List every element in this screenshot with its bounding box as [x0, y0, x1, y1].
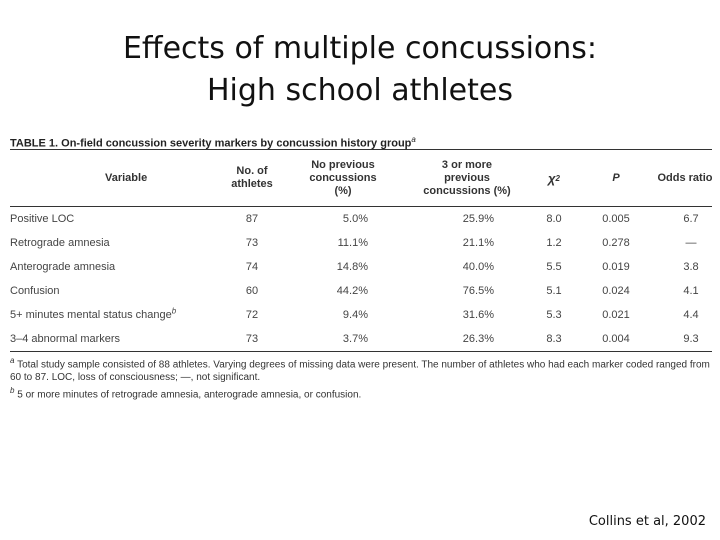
cell-no-previous: 11.1% [337, 237, 368, 249]
header-p-value: P [612, 171, 620, 184]
cell-no-previous: 5.0% [342, 213, 368, 225]
cell-variable-text: Confusion [10, 285, 60, 297]
slide-title: Effects of multiple concussions: High sc… [0, 28, 720, 112]
concussion-table: TABLE 1. On-field concussion severity ma… [10, 131, 713, 402]
cell-p-value: 0.019 [602, 261, 630, 273]
header-athletes: No. of athletes [231, 165, 273, 190]
cell-variable: 3–4 abnormal markers [10, 327, 120, 351]
cell-variable: Confusion [10, 279, 60, 303]
table-caption-note: a [411, 135, 416, 144]
cell-odds-ratio: — [685, 237, 697, 249]
cell-variable: Positive LOC [10, 207, 74, 231]
cell-p-value: 0.004 [602, 333, 630, 345]
cell-three-or-more: 21.1% [462, 237, 494, 249]
table-row: 5+ minutes mental status changeb 72 9.4%… [10, 303, 712, 327]
table-row: Confusion 60 44.2% 76.5% 5.1 0.024 4.1 [10, 279, 712, 303]
cell-odds-ratio: 3.8 [683, 261, 699, 273]
cell-three-or-more: 25.9% [462, 213, 494, 225]
header-variable: Variable [105, 171, 148, 184]
cell-no-previous: 44.2% [336, 285, 368, 297]
table-caption-text: TABLE 1. On-field concussion severity ma… [10, 137, 412, 150]
cell-three-or-more: 76.5% [462, 285, 494, 297]
cell-variable: Anterograde amnesia [10, 255, 115, 279]
table-footnotes: a Total study sample consisted of 88 ath… [10, 352, 712, 402]
table-row: Anterograde amnesia 74 14.8% 40.0% 5.5 0… [10, 255, 712, 279]
header-three-or-more: 3 or more previous concussions (%) [423, 158, 511, 197]
cell-p-value: 0.024 [602, 285, 630, 297]
slide-title-line-2: High school athletes [206, 73, 513, 108]
cell-variable-text: Retrograde amnesia [10, 237, 110, 249]
table-header: Variable No. of athletes No previous con… [10, 150, 713, 207]
cell-athletes: 87 [245, 213, 259, 225]
cell-variable: Retrograde amnesia [10, 231, 110, 255]
table-row: Positive LOC 87 5.0% 25.9% 8.0 0.005 6.7 [10, 207, 712, 231]
footnote-a-text: Total study sample consisted of 88 athle… [10, 359, 710, 384]
table-body: Positive LOC 87 5.0% 25.9% 8.0 0.005 6.7… [10, 207, 712, 352]
cell-chi-square: 8.0 [546, 213, 562, 225]
footnote-a-mark: a [10, 356, 15, 365]
footnote-b: b 5 or more minutes of retrograde amnesi… [10, 384, 712, 401]
cell-odds-ratio: 6.7 [683, 213, 699, 225]
cell-chi-square: 8.3 [546, 333, 562, 345]
cell-p-value: 0.005 [602, 213, 630, 225]
cell-odds-ratio: 4.4 [683, 309, 699, 321]
cell-variable-text: 3–4 abnormal markers [10, 333, 121, 345]
footnote-b-text: 5 or more minutes of retrograde amnesia,… [17, 389, 362, 401]
footnote-b-mark: b [10, 386, 15, 396]
header-chi-superscript: 2 [555, 173, 560, 183]
cell-athletes: 73 [245, 333, 259, 345]
cell-chi-square: 5.5 [546, 261, 562, 273]
footnote-a: a Total study sample consisted of 88 ath… [10, 354, 712, 384]
cell-variable-text: Anterograde amnesia [10, 261, 116, 273]
cell-three-or-more: 31.6% [462, 309, 494, 321]
cell-three-or-more: 40.0% [462, 261, 494, 273]
table-row: Retrograde amnesia 73 11.1% 21.1% 1.2 0.… [10, 231, 712, 255]
citation: Collins et al, 2002 [588, 514, 706, 529]
cell-variable-note: b [171, 306, 177, 316]
cell-p-value: 0.278 [602, 237, 630, 249]
cell-chi-square: 1.2 [546, 237, 562, 249]
cell-athletes: 74 [245, 261, 259, 273]
cell-no-previous: 9.4% [342, 309, 368, 321]
cell-variable: 5+ minutes mental status changeb [10, 303, 176, 327]
header-odds-ratio: Odds ratio [657, 171, 713, 184]
cell-three-or-more: 26.3% [462, 333, 494, 345]
cell-chi-square: 5.1 [546, 285, 562, 297]
table-caption: TABLE 1. On-field concussion severity ma… [10, 131, 712, 150]
header-no-previous: No previous concussions (%) [309, 158, 377, 197]
cell-odds-ratio: 9.3 [683, 333, 699, 345]
cell-chi-square: 5.3 [546, 309, 562, 321]
header-chi-symbol: χ [548, 170, 556, 186]
cell-no-previous: 3.7% [342, 333, 368, 345]
table-row: 3–4 abnormal markers 73 3.7% 26.3% 8.3 0… [10, 327, 712, 352]
cell-athletes: 60 [245, 285, 259, 297]
cell-no-previous: 14.8% [336, 261, 368, 273]
cell-athletes: 73 [245, 237, 259, 249]
cell-variable-text: 5+ minutes mental status change [10, 309, 172, 321]
cell-variable-text: Positive LOC [10, 213, 75, 225]
slide-title-line-1: Effects of multiple concussions: [122, 31, 598, 66]
cell-odds-ratio: 4.1 [683, 285, 699, 297]
cell-athletes: 72 [245, 309, 259, 321]
cell-p-value: 0.021 [602, 309, 630, 321]
